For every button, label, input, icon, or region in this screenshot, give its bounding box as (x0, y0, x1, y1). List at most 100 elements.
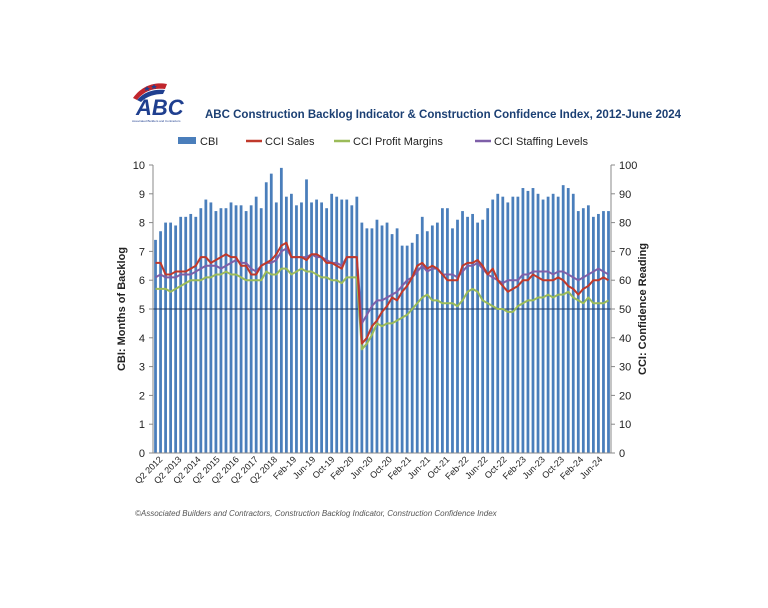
cbi-bar (264, 182, 268, 453)
cbi-bar (310, 202, 313, 453)
y-tick-label: 10 (133, 160, 145, 172)
cbi-bar (189, 213, 193, 453)
y-tick-label: 5 (139, 304, 145, 316)
cci-profit-margins-line (155, 267, 609, 351)
cbi-bar (607, 211, 610, 453)
cbi-bar (259, 208, 263, 453)
cbi-bar (415, 234, 419, 453)
cbi-bar (592, 216, 595, 453)
y-tick-label: 8 (139, 218, 145, 230)
cbi-bar (365, 228, 369, 453)
cbi-bar (405, 245, 409, 453)
cbi-bar (375, 219, 379, 453)
cbi-bar (571, 193, 575, 454)
cbi-bar (420, 216, 424, 453)
legend-label-cbi: CBI (200, 136, 218, 148)
cbi-bar (491, 199, 495, 453)
y2-tick-label: 100 (619, 160, 637, 172)
footer-credit: ©Associated Builders and Contractors, Co… (135, 509, 497, 518)
y2-tick-label: 40 (619, 333, 631, 345)
cbi-bar (576, 211, 580, 453)
cbi-bar (174, 225, 178, 453)
cbi-bar (380, 225, 384, 453)
legend-label-sales: CCI Sales (265, 136, 315, 148)
cbi-bar (179, 216, 183, 453)
cbi-bar (154, 239, 157, 453)
cbi-bar (541, 199, 545, 453)
cbi-bar (300, 202, 303, 453)
cbi-bar (430, 225, 434, 453)
cbi-bar (521, 188, 525, 454)
cbi-bar (471, 213, 474, 453)
cbi-bar (214, 211, 218, 453)
left-axis-ticks: 0 1 2 3 4 5 6 7 8 9 10 (133, 160, 153, 460)
y-axis-label: CBI: Months of Backlog (116, 247, 128, 371)
cbi-bar (325, 208, 329, 453)
legend: CBI CCI Sales CCI Profit Margins CCI Sta… (178, 136, 588, 148)
cbi-bar (164, 222, 167, 453)
cbi-bar (501, 196, 505, 453)
cbi-bar (461, 211, 464, 453)
cbi-bar (486, 208, 490, 453)
cbi-bar (466, 216, 469, 453)
cbi-bar (290, 193, 293, 454)
cbi-bar (199, 208, 203, 453)
y-tick-label: 2 (139, 390, 145, 402)
cbi-bar (194, 216, 198, 453)
cbi-bar (476, 222, 480, 453)
cbi-bar (234, 205, 238, 453)
cbi-bar (536, 193, 540, 454)
y2-tick-label: 70 (619, 246, 631, 258)
cbi-bar (425, 231, 429, 453)
cbi-bar (531, 188, 535, 454)
cbi-bar (446, 208, 449, 453)
cbi-bar (184, 216, 188, 453)
cci-lines (155, 241, 609, 351)
cbi-bar (254, 196, 258, 453)
cbi-bar (400, 245, 404, 453)
cbi-bar (456, 219, 459, 453)
chart-title: ABC Construction Backlog Indicator & Con… (205, 109, 682, 121)
legend-label-staffing: CCI Staffing Levels (494, 136, 588, 148)
cci-staffing-levels-line (155, 247, 609, 325)
cbi-bar (350, 205, 354, 453)
y-tick-label: 4 (139, 333, 145, 345)
cbi-bar (496, 193, 500, 454)
cbi-bar (335, 196, 339, 453)
y-tick-label: 6 (139, 275, 145, 287)
cbi-bar (305, 179, 308, 453)
cbi-bar (169, 222, 172, 453)
y2-axis-label: CCI: Confidence Reading (637, 243, 649, 375)
cci-sales-line (155, 241, 609, 345)
cbi-bar (385, 222, 389, 453)
cbi-bar (229, 202, 233, 453)
cbi-bar (561, 185, 565, 453)
abc-logo-flag-icon (133, 83, 167, 102)
abc-logo-subtext: Associated Builders and Contractors (132, 119, 181, 123)
cbi-bar (546, 196, 550, 453)
cbi-bar (551, 193, 555, 454)
cbi-bar (274, 202, 278, 453)
cbi-bar (451, 228, 454, 453)
right-axis-ticks: 0 10 20 30 40 50 60 70 80 90 100 (611, 160, 637, 460)
cbi-bar (269, 173, 273, 453)
y-tick-label: 1 (139, 419, 145, 431)
y2-tick-label: 0 (619, 448, 625, 460)
y-tick-label: 0 (139, 448, 145, 460)
y2-tick-label: 30 (619, 362, 631, 374)
y2-tick-label: 60 (619, 275, 631, 287)
cbi-bar (284, 196, 288, 453)
cbi-bar (239, 205, 243, 453)
cbi-bars (154, 167, 610, 454)
cbi-bar (581, 208, 585, 453)
cbi-bar (586, 205, 590, 453)
cbi-bar (602, 211, 605, 453)
cbi-bar (224, 208, 228, 453)
cbi-bar (506, 202, 510, 453)
y-tick-label: 7 (139, 246, 145, 258)
y2-tick-label: 20 (619, 390, 631, 402)
cbi-bar (279, 167, 283, 453)
cbi-bar (204, 199, 208, 453)
